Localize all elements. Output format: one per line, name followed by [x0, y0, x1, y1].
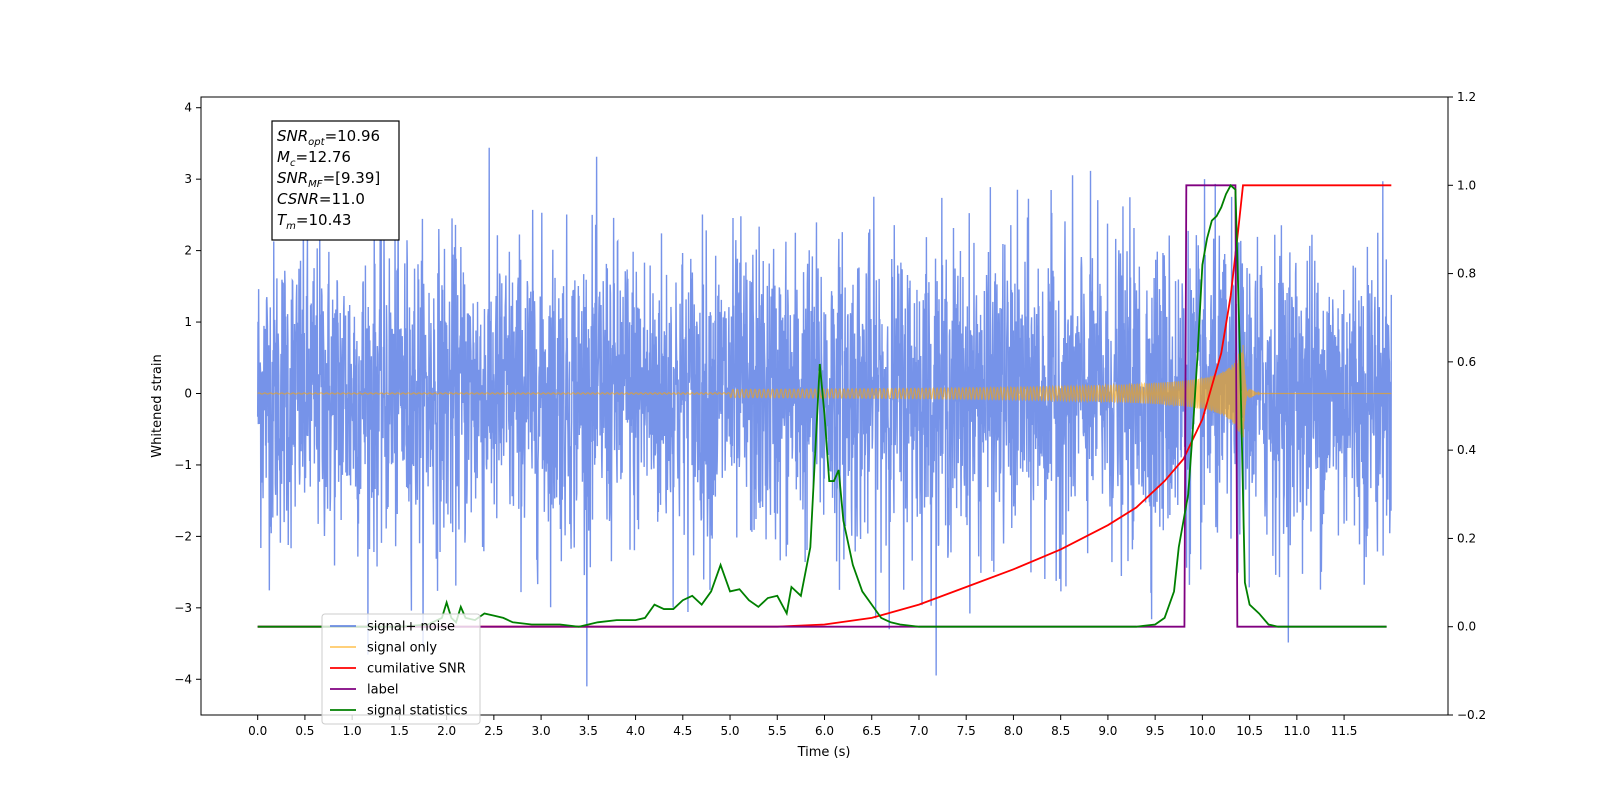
legend-item[interactable]: cumilative SNR [330, 662, 466, 677]
y-tick-label: −3 [174, 601, 192, 615]
y-axis-label: Whitened strain [150, 354, 165, 457]
x-tick-label: 9.5 [1146, 724, 1165, 738]
x-tick-label: 3.0 [532, 724, 551, 738]
x-tick-label: 2.0 [437, 724, 456, 738]
x-tick-label: 11.0 [1283, 724, 1310, 738]
x-tick-label: 10.5 [1236, 724, 1263, 738]
y-axis-right: 1.2 1.0 0.8 0.6 0.4 0.2 0.0 −0.2 [1448, 90, 1486, 722]
x-tick-label: 6.5 [862, 724, 881, 738]
y2-tick-label: 1.0 [1457, 178, 1476, 192]
legend-label: cumilative SNR [367, 662, 466, 677]
x-tick-label: 9.0 [1098, 724, 1117, 738]
annotation-line: SNRopt=10.96 [277, 127, 380, 148]
annotation-line: Tm=10.43 [277, 211, 351, 232]
y2-tick-label: 1.2 [1457, 90, 1476, 104]
x-tick-label: 7.5 [957, 724, 976, 738]
y-tick-label: −2 [174, 529, 192, 543]
annotation-symbol: M [277, 148, 290, 166]
y2-tick-label: 0.4 [1457, 443, 1476, 457]
annotation-symbol: T [277, 211, 288, 229]
x-tick-label: 10.0 [1189, 724, 1216, 738]
annotation-value: =12.76 [295, 148, 351, 166]
y2-tick-label: −0.2 [1457, 708, 1486, 722]
series-line-signal-statistics [257, 183, 1387, 628]
x-tick-label: 8.0 [1004, 724, 1023, 738]
x-tick-label: 2.5 [484, 724, 503, 738]
x-tick-label: 0.5 [295, 724, 314, 738]
annotation-value: =10.43 [296, 211, 352, 229]
annotation-box: SNRopt=10.96Mc=12.76SNRMF=[9.39]CSNR=11.… [271, 120, 400, 241]
legend-item[interactable]: signal statistics [330, 704, 468, 719]
legend-label: label [367, 683, 398, 698]
y-tick-label: 3 [184, 172, 192, 186]
annotation-line: CSNR=11.0 [277, 190, 365, 208]
x-tick-label: 4.5 [673, 724, 692, 738]
annotation-symbol: SNR [277, 127, 308, 145]
y-axis-left: 4 3 2 1 0 −1 −2 −3 −4 [174, 101, 201, 686]
annotation-subscript: MF [308, 179, 323, 190]
x-tick-label: 6.0 [815, 724, 834, 738]
y2-tick-label: 0.6 [1457, 355, 1476, 369]
x-tick-label: 11.5 [1331, 724, 1358, 738]
annotation-symbol: CSNR [277, 190, 319, 208]
legend-item[interactable]: signal+ noise [330, 620, 455, 635]
annotation-line: Mc=12.76 [277, 148, 351, 169]
annotation-subscript: m [286, 221, 296, 232]
plot-area [256, 147, 1393, 687]
annotation-value: =10.96 [325, 127, 381, 145]
x-tick-label: 3.5 [579, 724, 598, 738]
legend-frame [321, 613, 481, 725]
y2-tick-label: 0.8 [1457, 267, 1476, 281]
y-tick-label: 0 [184, 386, 192, 400]
x-tick-label: 1.0 [343, 724, 362, 738]
x-tick-label: 8.5 [1051, 724, 1070, 738]
annotation-line: SNRMF=[9.39] [277, 169, 380, 190]
y-tick-label: −1 [174, 458, 192, 472]
legend-label: signal+ noise [367, 620, 455, 635]
x-axis-label: Time (s) [797, 745, 851, 760]
series-line-signal-only [257, 344, 1392, 438]
legend-item[interactable]: label [330, 683, 398, 698]
y2-tick-label: 0.2 [1457, 531, 1476, 545]
legend-label: signal only [367, 641, 437, 656]
x-axis: 0.0 0.5 1.0 1.5 2.0 2.5 3.0 3.5 4.0 4.5 5.0 5.5 6.0 6… [248, 715, 1357, 738]
x-tick-label: 0.0 [248, 724, 267, 738]
y-tick-label: 2 [184, 244, 192, 258]
x-tick-label: 7.0 [909, 724, 928, 738]
annotation-frame [271, 120, 400, 241]
annotation-value: =[9.39] [323, 169, 381, 187]
y2-tick-label: 0.0 [1457, 620, 1476, 634]
x-tick-label: 5.5 [768, 724, 787, 738]
annotation-subscript: opt [308, 137, 325, 148]
x-tick-label: 5.0 [720, 724, 739, 738]
series-line-cumilative-snr [257, 184, 1392, 628]
y-tick-label: −4 [174, 672, 192, 686]
series-line-signal-noise [256, 147, 1393, 687]
legend-label: signal statistics [367, 704, 468, 719]
legend[interactable]: signal+ noise signal only cumilative SNR la… [321, 613, 481, 725]
annotation-value: =11.0 [319, 190, 365, 208]
y-tick-label: 4 [184, 101, 192, 115]
annotation-symbol: SNR [277, 169, 308, 187]
x-tick-label: 1.5 [390, 724, 409, 738]
legend-item[interactable]: signal only [330, 641, 437, 656]
x-tick-label: 4.0 [626, 724, 645, 738]
annotation-subscript: c [290, 158, 296, 169]
y-tick-label: 1 [184, 315, 192, 329]
